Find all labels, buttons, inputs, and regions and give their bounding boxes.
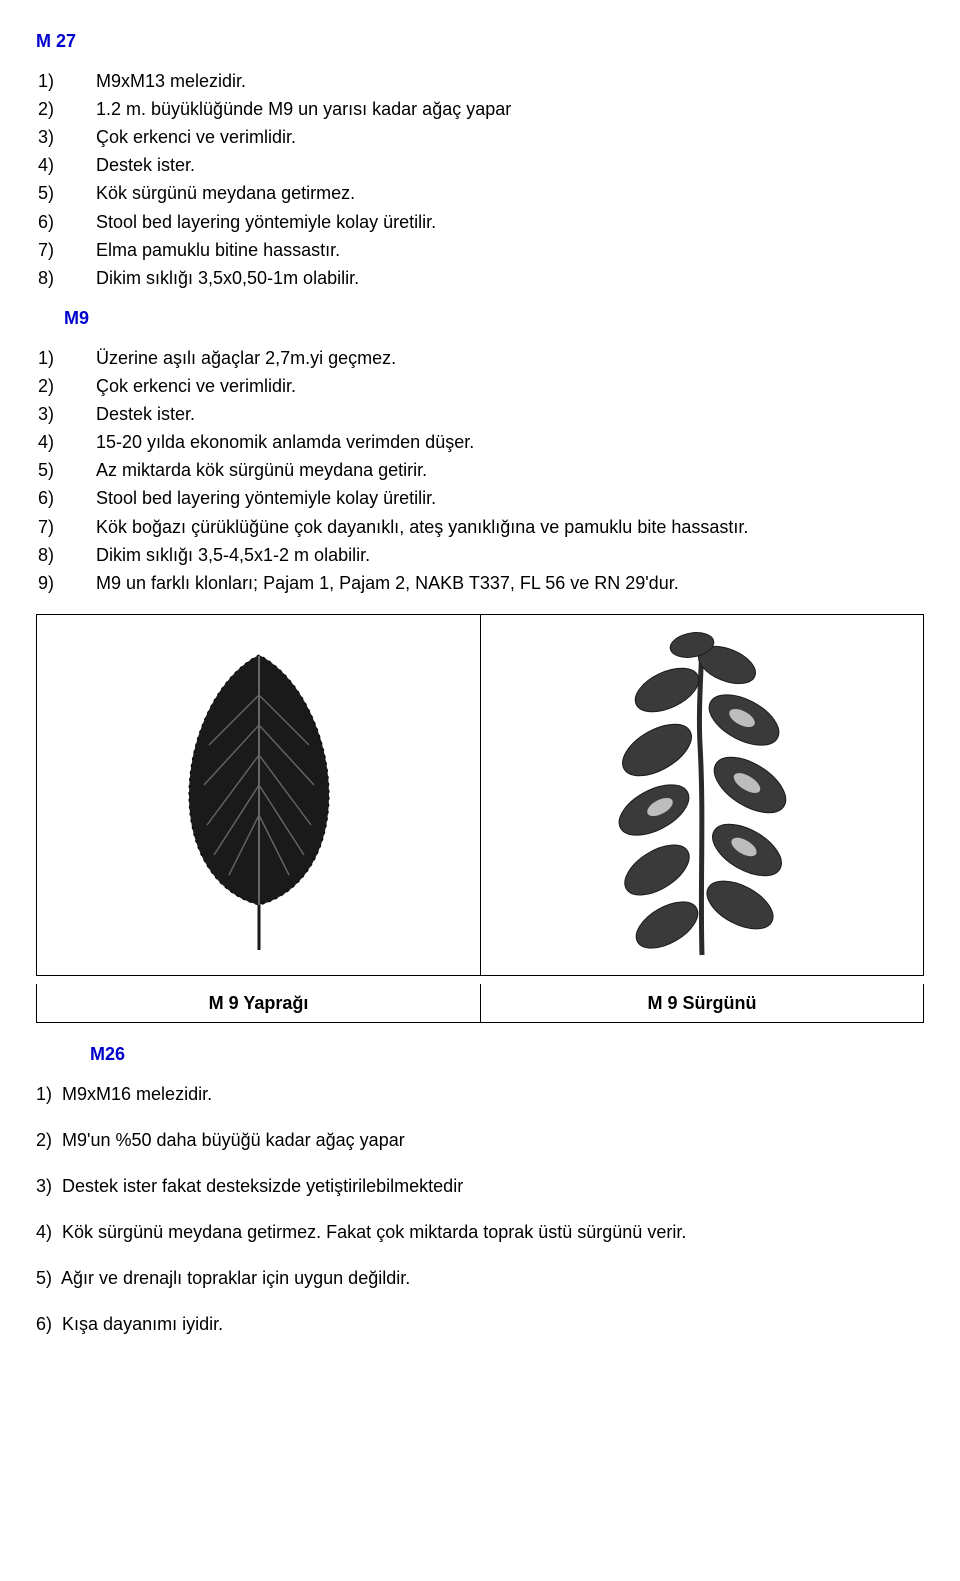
m26-item-4: 4) Kök sürgünü meydana getirmez. Fakat ç… xyxy=(36,1219,924,1245)
list-text: Dikim sıklığı 3,5x0,50-1m olabilir. xyxy=(96,265,924,291)
list-number: 3) xyxy=(36,401,96,427)
list-number: 2) xyxy=(36,96,96,122)
list-item: 2) Çok erkenci ve verimlidir. xyxy=(36,373,924,399)
list-number: 8) xyxy=(36,542,96,568)
list-item: 2) 1.2 m. büyüklüğünde M9 un yarısı kada… xyxy=(36,96,924,122)
list-number: 1) xyxy=(36,345,96,371)
list-number: 3) xyxy=(36,124,96,150)
list-text: Az miktarda kök sürgünü meydana getirir. xyxy=(96,457,924,483)
list-number: 5) xyxy=(36,1268,52,1288)
m27-list: 1) M9xM13 melezidir. 2) 1.2 m. büyüklüğü… xyxy=(36,68,924,291)
list-item: 8) Dikim sıklığı 3,5-4,5x1-2 m olabilir. xyxy=(36,542,924,568)
list-text: Dikim sıklığı 3,5-4,5x1-2 m olabilir. xyxy=(96,542,924,568)
figure-caption-row: M 9 Yaprağı M 9 Sürgünü xyxy=(36,984,924,1023)
figure-table xyxy=(36,614,924,976)
m9-list: 1) Üzerine aşılı ağaçlar 2,7m.yi geçmez.… xyxy=(36,345,924,596)
list-text: Kök boğazı çürüklüğüne çok dayanıklı, at… xyxy=(96,514,924,540)
list-text: Stool bed layering yöntemiyle kolay üret… xyxy=(96,485,924,511)
list-text: Kök sürgünü meydana getirmez. xyxy=(96,180,924,206)
m26-item-6: 6) Kışa dayanımı iyidir. xyxy=(36,1311,924,1337)
list-text: M9xM13 melezidir. xyxy=(96,68,924,94)
list-item: 1) M9xM13 melezidir. xyxy=(36,68,924,94)
list-item: 6) Stool bed layering yöntemiyle kolay ü… xyxy=(36,209,924,235)
figure-caption-left: M 9 Yaprağı xyxy=(37,984,480,1022)
m26-item-3: 3) Destek ister fakat desteksizde yetişt… xyxy=(36,1173,924,1199)
list-text: Çok erkenci ve verimlidir. xyxy=(96,124,924,150)
list-number: 2) xyxy=(36,373,96,399)
list-number: 6) xyxy=(36,209,96,235)
list-text: Elma pamuklu bitine hassastır. xyxy=(96,237,924,263)
list-number: 7) xyxy=(36,514,96,540)
list-text: Ağır ve drenajlı topraklar için uygun de… xyxy=(61,1268,410,1288)
section-heading-m9: M9 xyxy=(64,305,924,331)
section-heading-m26: M26 xyxy=(90,1041,924,1067)
list-item: 7) Kök boğazı çürüklüğüne çok dayanıklı,… xyxy=(36,514,924,540)
list-text: Stool bed layering yöntemiyle kolay üret… xyxy=(96,209,924,235)
list-number: 4) xyxy=(36,152,96,178)
list-number: 6) xyxy=(36,1314,52,1334)
list-text: Destek ister. xyxy=(96,152,924,178)
list-item: 5) Kök sürgünü meydana getirmez. xyxy=(36,180,924,206)
list-item: 7) Elma pamuklu bitine hassastır. xyxy=(36,237,924,263)
list-item: 3) Destek ister. xyxy=(36,401,924,427)
list-number: 2) xyxy=(36,1130,52,1150)
section-heading-m27: M 27 xyxy=(36,28,924,54)
figure-caption-right: M 9 Sürgünü xyxy=(480,984,923,1022)
list-item: 4) 15-20 yılda ekonomik anlamda verimden… xyxy=(36,429,924,455)
list-number: 1) xyxy=(36,68,96,94)
list-text: 15-20 yılda ekonomik anlamda verimden dü… xyxy=(96,429,924,455)
list-text: Çok erkenci ve verimlidir. xyxy=(96,373,924,399)
figure-cell-shoot xyxy=(480,615,923,975)
list-item: 1) Üzerine aşılı ağaçlar 2,7m.yi geçmez. xyxy=(36,345,924,371)
figure-cell-leaf xyxy=(37,615,480,975)
list-item: 6) Stool bed layering yöntemiyle kolay ü… xyxy=(36,485,924,511)
list-text: Destek ister. xyxy=(96,401,924,427)
list-text: M9xM16 melezidir. xyxy=(62,1084,212,1104)
list-number: 5) xyxy=(36,180,96,206)
list-number: 6) xyxy=(36,485,96,511)
list-text: Destek ister fakat desteksizde yetiştiri… xyxy=(62,1176,463,1196)
list-number: 1) xyxy=(36,1084,52,1104)
list-number: 3) xyxy=(36,1176,52,1196)
m26-item-1: 1) M9xM16 melezidir. xyxy=(36,1081,924,1107)
list-item: 5) Az miktarda kök sürgünü meydana getir… xyxy=(36,457,924,483)
list-number: 4) xyxy=(36,429,96,455)
list-item: 9) M9 un farklı klonları; Pajam 1, Pajam… xyxy=(36,570,924,596)
list-text: M9'un %50 daha büyüğü kadar ağaç yapar xyxy=(62,1130,405,1150)
list-text: M9 un farklı klonları; Pajam 1, Pajam 2,… xyxy=(96,570,924,596)
list-text: Kışa dayanımı iyidir. xyxy=(62,1314,223,1334)
m26-item-2: 2) M9'un %50 daha büyüğü kadar ağaç yapa… xyxy=(36,1127,924,1153)
list-text: Kök sürgünü meydana getirmez. Fakat çok … xyxy=(62,1222,686,1242)
leaf-icon xyxy=(159,635,359,955)
m26-item-5: 5) Ağır ve drenajlı topraklar için uygun… xyxy=(36,1265,924,1291)
list-number: 7) xyxy=(36,237,96,263)
list-item: 4) Destek ister. xyxy=(36,152,924,178)
shoot-icon xyxy=(572,625,832,965)
list-number: 8) xyxy=(36,265,96,291)
list-text: Üzerine aşılı ağaçlar 2,7m.yi geçmez. xyxy=(96,345,924,371)
list-text: 1.2 m. büyüklüğünde M9 un yarısı kadar a… xyxy=(96,96,924,122)
list-number: 5) xyxy=(36,457,96,483)
list-item: 3) Çok erkenci ve verimlidir. xyxy=(36,124,924,150)
list-number: 4) xyxy=(36,1222,52,1242)
list-item: 8) Dikim sıklığı 3,5x0,50-1m olabilir. xyxy=(36,265,924,291)
list-number: 9) xyxy=(36,570,96,596)
